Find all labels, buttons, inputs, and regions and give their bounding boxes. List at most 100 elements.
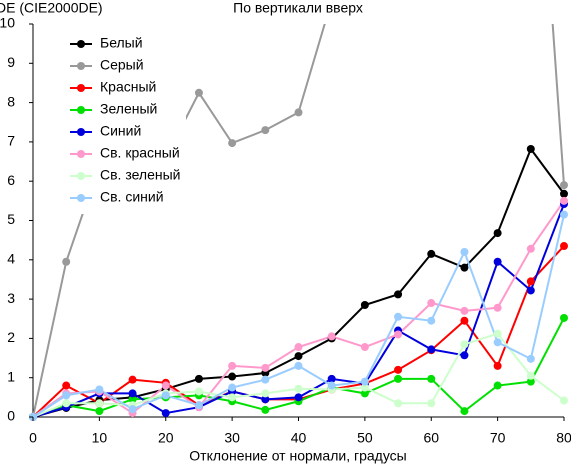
point [194,88,203,97]
point [560,181,568,190]
point [526,144,535,153]
legend-marker [77,106,85,114]
y-tick-label: 3 [7,290,15,306]
point [161,409,170,418]
point [294,393,303,402]
point [526,286,535,295]
point [261,375,270,384]
point [460,263,469,272]
point [394,290,403,299]
x-tick-label: 20 [158,430,174,446]
y-tick-label: 0 [7,408,15,424]
point [294,384,303,393]
point [95,407,104,416]
point [560,196,568,205]
annotation: По вертикали вверх [233,0,363,16]
x-tick-label: 30 [224,430,240,446]
point [294,108,303,117]
x-tick-label: 40 [291,430,307,446]
point [360,300,369,309]
point [95,385,104,394]
point [228,393,237,402]
point [360,377,369,386]
point [460,407,469,416]
legend-marker [77,150,85,158]
point [294,352,303,361]
point [261,389,270,398]
point [228,372,237,381]
x-axis-label: Отклонение от нормали, градусы [189,448,406,464]
y-tick-label: 7 [7,133,15,149]
point [460,351,469,360]
point [427,399,436,408]
point [228,383,237,392]
legend-marker [77,194,85,202]
point [493,338,502,347]
point [261,395,270,404]
point [62,399,71,408]
point [360,343,369,352]
legend-marker [77,84,85,92]
y-tick-label: 1 [7,368,15,384]
legend-marker [77,62,85,70]
y-tick-label: 8 [7,93,15,109]
point [394,365,403,374]
point [493,257,502,266]
point [327,332,336,341]
point [460,306,469,315]
point [493,229,502,238]
x-tick-label: 0 [29,430,37,446]
point [394,374,403,383]
point [394,399,403,408]
point [161,381,170,390]
y-tick-label: 9 [7,54,15,70]
point [261,363,270,372]
y-tick-label: 2 [7,329,15,345]
point [460,340,469,349]
point [493,361,502,370]
point [128,389,137,398]
legend-label: Св. красный [100,145,180,161]
point [394,330,403,339]
point [327,374,336,383]
point [360,383,369,392]
legend-label: Серый [100,57,144,73]
y-tick-label: 4 [7,251,15,267]
point [427,299,436,308]
point [560,242,568,251]
point [327,381,336,390]
point [493,329,502,338]
point [228,139,237,148]
point [427,316,436,325]
point [493,381,502,390]
legend-label: Синий [100,123,141,139]
x-tick-label: 60 [423,430,439,446]
point [194,401,203,410]
legend-marker [77,172,85,180]
point [294,343,303,352]
legend-marker [77,128,85,136]
legend-label: Св. зеленый [100,167,180,183]
point [526,377,535,386]
point [128,405,137,414]
point [526,277,535,286]
point [261,405,270,414]
legend-label: Белый [100,35,143,51]
point [460,316,469,325]
x-tick-label: 10 [92,430,108,446]
legend-marker [77,40,85,48]
x-tick-label: 70 [490,430,506,446]
point [62,391,71,400]
point [360,389,369,398]
point [261,126,270,135]
point [493,303,502,312]
point [95,399,104,408]
point [560,210,568,219]
x-tick-label: 80 [556,430,571,446]
point [460,247,469,256]
point [128,395,137,404]
point [427,374,436,383]
y-tick-label: 6 [7,172,15,188]
point [394,312,403,321]
